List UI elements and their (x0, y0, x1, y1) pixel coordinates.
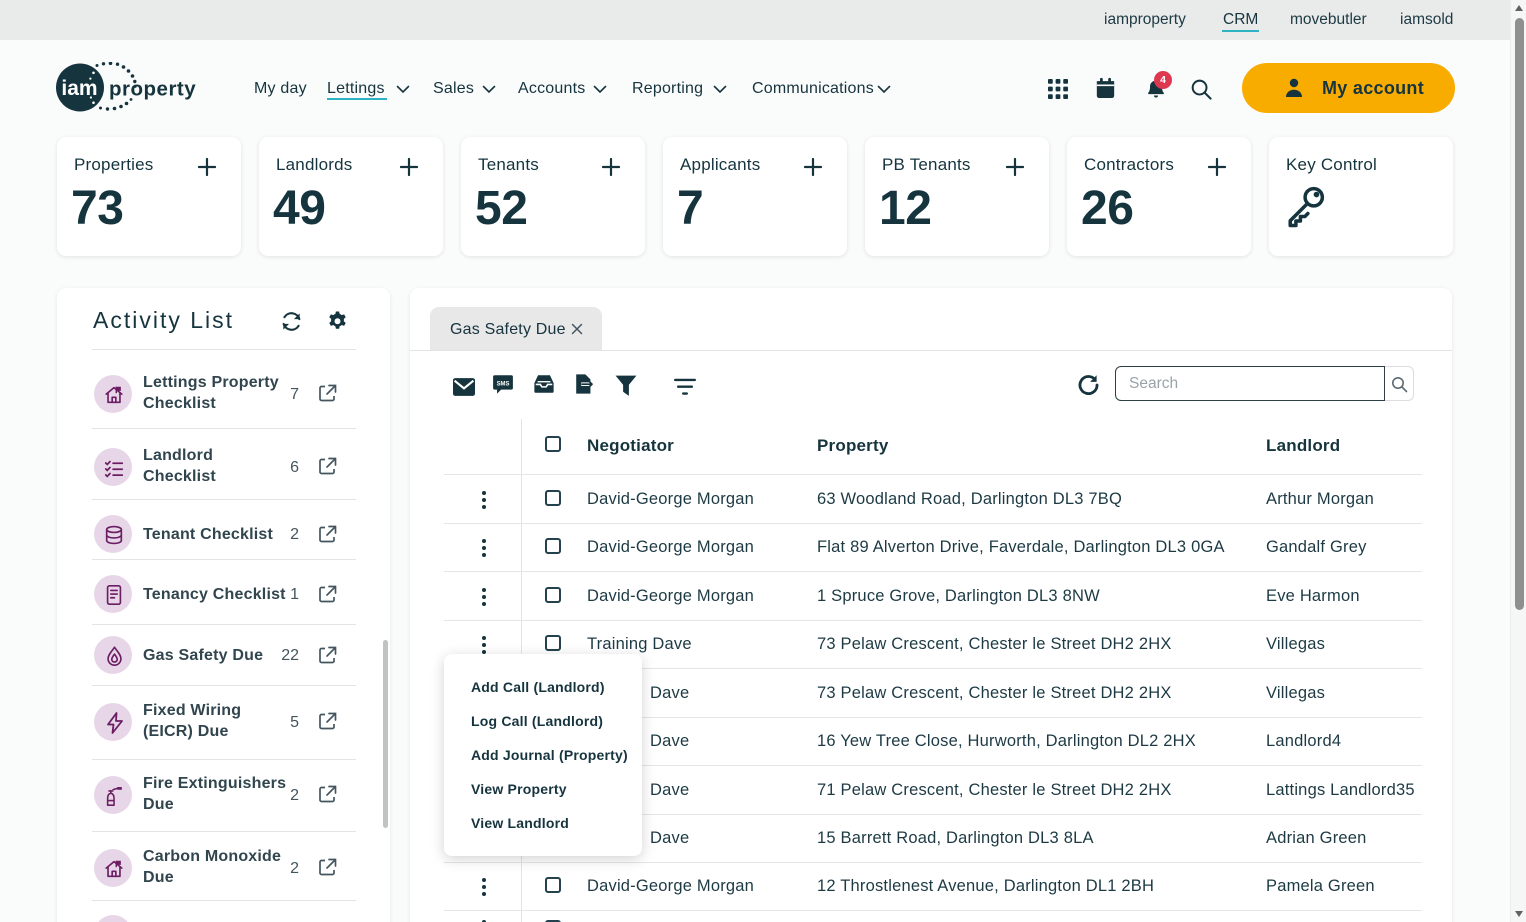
svg-text:property: property (109, 78, 196, 101)
svg-text:SMS: SMS (497, 381, 510, 387)
svg-text:iam: iam (61, 77, 97, 100)
